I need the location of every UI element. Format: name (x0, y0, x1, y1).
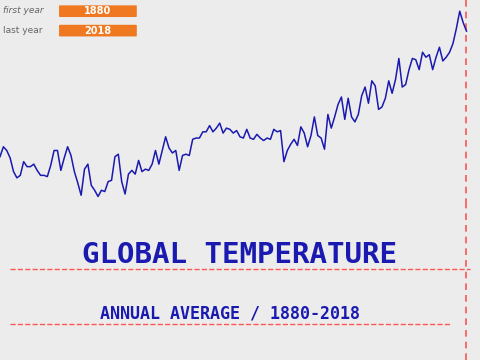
Text: first year: first year (3, 6, 44, 15)
Text: last year: last year (3, 26, 42, 35)
Text: 2018: 2018 (84, 26, 111, 36)
FancyBboxPatch shape (59, 5, 137, 17)
Text: GLOBAL TEMPERATURE: GLOBAL TEMPERATURE (83, 241, 397, 269)
FancyBboxPatch shape (59, 25, 137, 36)
Text: ANNUAL AVERAGE / 1880-2018: ANNUAL AVERAGE / 1880-2018 (100, 305, 360, 323)
Text: 1880: 1880 (84, 6, 111, 16)
